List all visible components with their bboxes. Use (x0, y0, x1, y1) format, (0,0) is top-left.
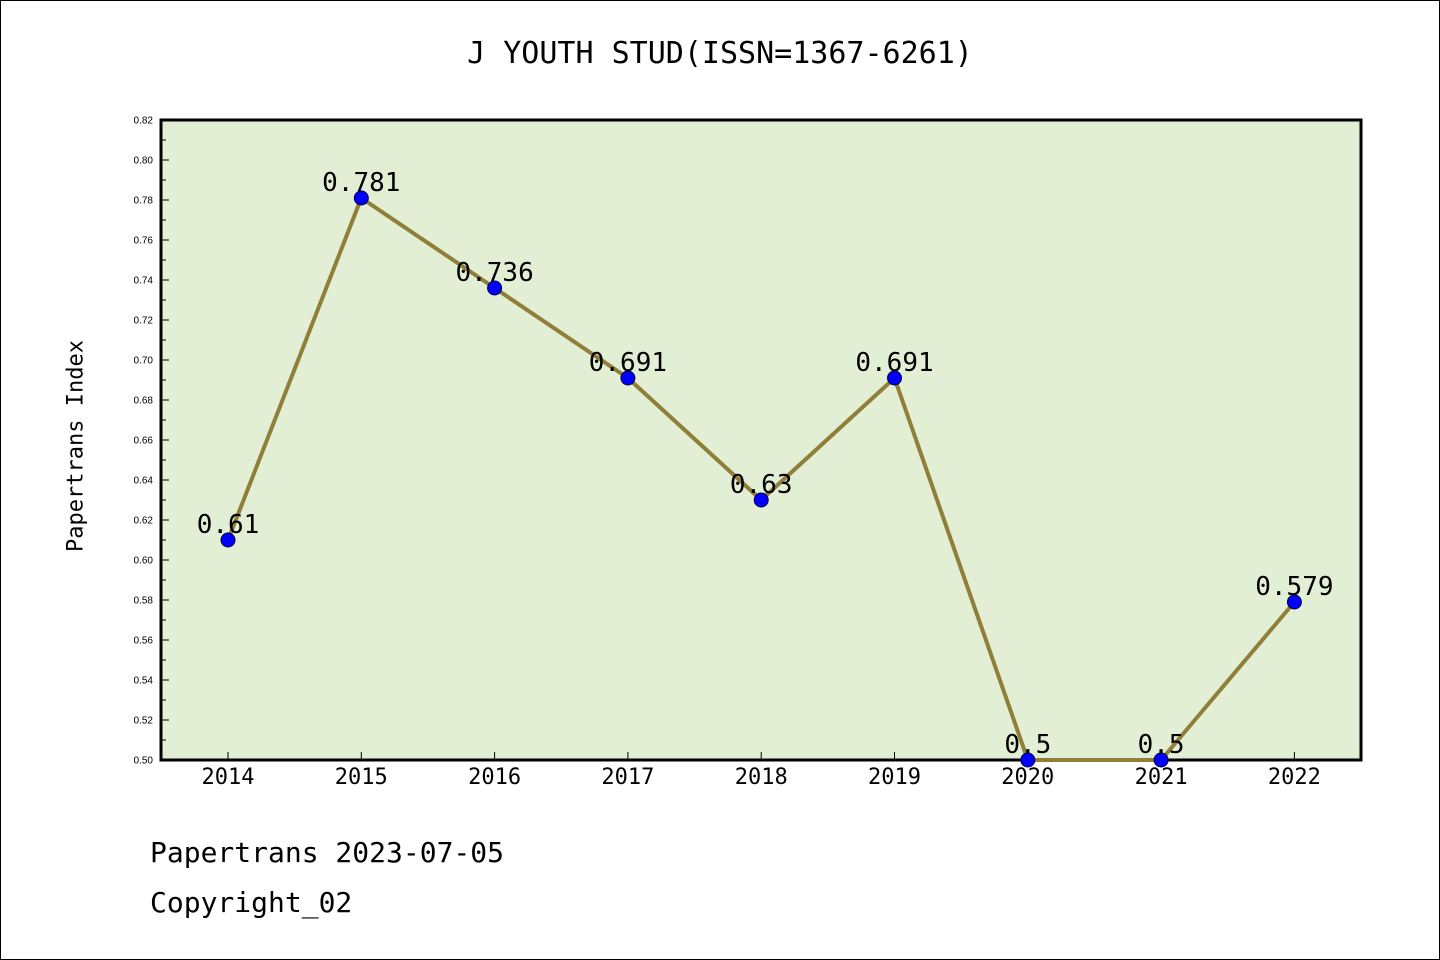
data-point (353, 190, 369, 206)
data-label: 0.5 (1004, 730, 1051, 760)
footer-copyright: Copyright_02 (150, 886, 353, 919)
data-point (1153, 752, 1169, 768)
chart-title: J YOUTH STUD(ISSN=1367-6261) (467, 36, 973, 71)
y-tick-label: 0.80 (134, 156, 154, 167)
y-tick-label: 0.50 (134, 756, 154, 767)
x-axis-ticks: 2014 2015 2016 2017 2018 2019 2020 2021 2022 (202, 752, 1321, 790)
y-tick-label: 0.66 (134, 436, 154, 447)
data-point (487, 280, 503, 296)
y-tick-label: 0.60 (134, 556, 154, 567)
data-label: 0.63 (730, 470, 793, 500)
x-tick-label: 2020 (1001, 765, 1054, 790)
y-tick-label: 0.58 (134, 596, 154, 607)
data-point (887, 370, 902, 386)
y-tick-label: 0.62 (134, 516, 154, 527)
x-tick-label: 2017 (601, 765, 654, 790)
y-tick-label: 0.72 (134, 316, 154, 327)
data-point (1020, 752, 1036, 768)
data-labels: 0.61 0.781 0.736 0.691 0.63 0.691 0.5 0.5 0.579 (197, 168, 1334, 760)
x-tick-label: 2018 (735, 765, 788, 790)
x-tick-label: 2014 (202, 765, 255, 790)
x-tick-label: 2019 (868, 765, 921, 790)
data-point (220, 532, 236, 548)
y-tick-label: 0.56 (134, 636, 154, 647)
x-tick-label: 2021 (1135, 765, 1188, 790)
data-label: 0.691 (855, 348, 933, 378)
y-tick-label: 0.78 (134, 196, 154, 207)
plot-area (159, 118, 1363, 762)
data-point (1286, 594, 1302, 610)
y-tick-label: 0.82 (134, 116, 154, 127)
y-tick-label: 0.76 (134, 236, 154, 247)
x-tick-label: 2022 (1268, 765, 1321, 790)
y-tick-label: 0.74 (134, 276, 154, 287)
y-axis-ticks: 0.50 0.52 0.54 0.56 0.58 0.60 0.62 0.64 0.66 0.68… (134, 116, 169, 767)
data-markers (220, 190, 1302, 768)
y-tick-label: 0.70 (134, 356, 154, 367)
y-tick-label: 0.52 (134, 716, 154, 727)
data-point (753, 492, 769, 508)
y-tick-label: 0.68 (134, 396, 154, 407)
data-label: 0.5 (1138, 730, 1185, 760)
y-tick-label: 0.54 (134, 676, 154, 687)
data-label: 0.781 (322, 168, 400, 198)
data-label: 0.61 (197, 510, 260, 540)
y-tick-label: 0.64 (134, 476, 154, 487)
data-label: 0.579 (1255, 572, 1333, 602)
data-label: 0.691 (589, 348, 667, 378)
footer-date: Papertrans 2023-07-05 (150, 836, 505, 869)
x-tick-label: 2015 (335, 765, 388, 790)
data-point (620, 370, 636, 386)
x-tick-label: 2016 (468, 765, 521, 790)
data-label: 0.736 (455, 258, 533, 288)
